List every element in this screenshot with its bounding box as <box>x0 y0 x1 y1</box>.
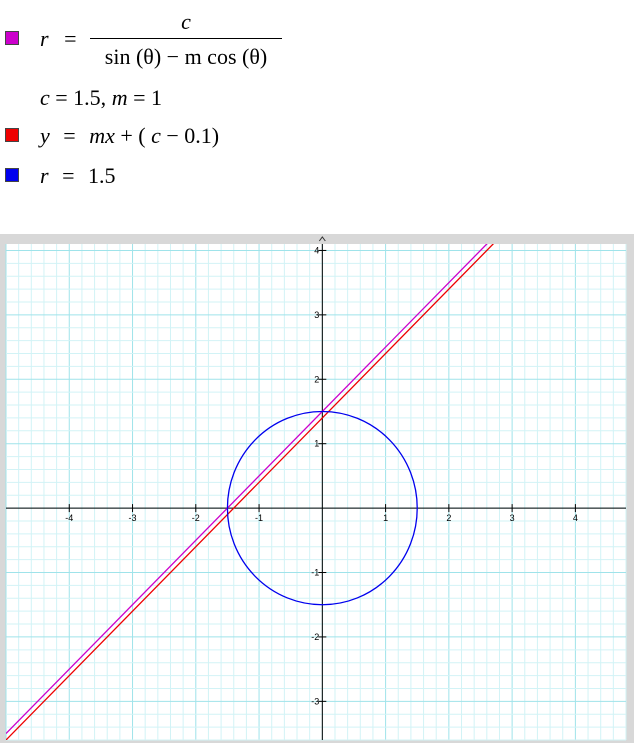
equals-sign: = <box>64 26 77 51</box>
x-tick-label: -1 <box>255 513 263 523</box>
x-tick-label: 2 <box>446 513 451 523</box>
x-tick-label: -3 <box>129 513 137 523</box>
fraction-denominator: sin (θ) − m cos (θ) <box>104 44 268 69</box>
x-tick-label: 4 <box>573 513 578 523</box>
series-group <box>6 244 495 740</box>
series-line-1 <box>6 244 495 740</box>
series-circle-2 <box>226 410 418 606</box>
radius-value: 1.5 <box>87 163 116 188</box>
equals-sign: = <box>62 163 75 188</box>
term-mx: mx <box>89 123 115 148</box>
y-tick-label: 3 <box>314 310 319 320</box>
equals-sign: = <box>63 123 76 148</box>
param-m-value: = 1 <box>133 85 162 110</box>
equation-3: r = 1.5 <box>40 163 115 189</box>
x-tick-label: -2 <box>192 513 200 523</box>
equation-1-fraction: c sin (θ) − m cos (θ) <box>90 8 282 71</box>
equation-1-lhs: r = <box>40 26 76 52</box>
term-minus-close: − 0.1) <box>166 123 220 148</box>
variable-r: r <box>40 163 49 188</box>
fraction-bar <box>90 38 282 39</box>
x-tick-label: 1 <box>383 513 388 523</box>
blue-color-swatch[interactable] <box>5 168 19 182</box>
fraction-numerator: c <box>181 9 191 34</box>
parameter-row: c = 1.5, m = 1 <box>40 85 162 111</box>
series-line-0 <box>6 244 488 735</box>
y-tick-label: 4 <box>314 245 319 255</box>
param-m: m <box>111 85 128 110</box>
equation-2: y = mx + ( c − 0.1) <box>40 123 219 149</box>
variable-y: y <box>40 123 50 148</box>
red-color-swatch[interactable] <box>5 128 19 142</box>
y-tick-label: -1 <box>311 568 319 578</box>
term-c: c <box>151 123 161 148</box>
y-tick-label: 2 <box>314 374 319 384</box>
param-c: c <box>40 85 50 110</box>
scroll-up-caret <box>318 236 326 242</box>
magenta-color-swatch[interactable] <box>5 31 19 45</box>
variable-r: r <box>40 26 49 51</box>
term-plus-open: + ( <box>120 123 146 148</box>
y-tick-label: -3 <box>311 696 319 706</box>
x-tick-label: -4 <box>65 513 73 523</box>
graph-plot[interactable]: -4 -3 -2 -1 1 2 3 4 -3 -2 -1 1 2 3 4 <box>0 234 634 743</box>
y-tick-label: 1 <box>314 439 319 449</box>
plot-background <box>6 244 626 740</box>
graph-window[interactable]: -4 -3 -2 -1 1 2 3 4 -3 -2 -1 1 2 3 4 <box>0 234 634 743</box>
param-c-value: = 1.5, <box>55 85 107 110</box>
x-tick-label: 3 <box>510 513 515 523</box>
y-tick-label: -2 <box>311 632 319 642</box>
equation-panel: r = c sin (θ) − m cos (θ) c = 1.5, m = 1… <box>0 0 634 232</box>
